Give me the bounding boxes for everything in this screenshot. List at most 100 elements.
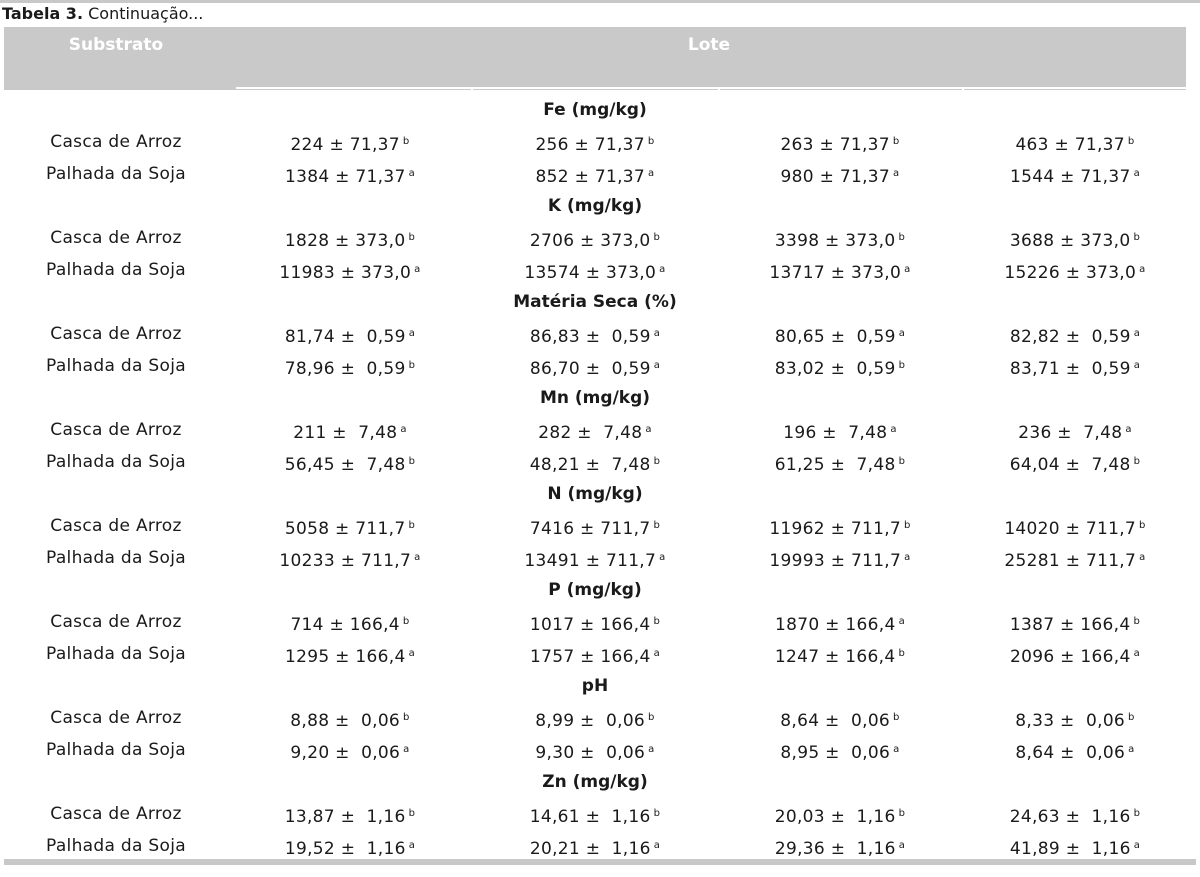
table-row: Palhada da Soja 10233 ± 711,7 a 13491 ± 711… [0, 542, 1200, 574]
significance-letter: a [408, 840, 416, 851]
significance-letter: b [647, 136, 655, 147]
significance-letter: b [402, 136, 410, 147]
header-substrate: Substrato [68, 35, 164, 55]
value-text: 224 ± 71,37 [290, 135, 400, 155]
value-text: 8,64 ± 0,06 [780, 711, 891, 731]
significance-letter: a [1139, 552, 1146, 563]
value-cell: 3398 ± 373,0 b [775, 222, 905, 257]
value-cell: 3688 ± 373,0 b [1010, 222, 1140, 257]
significance-letter: a [414, 552, 421, 563]
value-cell: 15226 ± 373,0 a [1004, 254, 1145, 289]
table-row: Casca de Arroz 1828 ± 373,0 b 2706 ± 373,0 b… [0, 222, 1200, 254]
table-row: Palhada da Soja 78,96 ± 0,59 b 86,70 ± 0,59… [0, 350, 1200, 382]
value-cell: 463 ± 71,37 b [1015, 126, 1134, 161]
significance-letter: b [898, 648, 906, 659]
value-text: 83,02 ± 0,59 [774, 359, 896, 379]
significance-letter: b [893, 712, 900, 723]
value-cell: 11983 ± 373,0 a [279, 254, 420, 289]
value-text: 9,20 ± 0,06 [290, 743, 401, 763]
value-cell: 10233 ± 711,7 a [279, 542, 420, 577]
value-cell: 41,89 ± 1,16 a [1010, 830, 1140, 865]
value-cell: 78,96 ± 0,59 b [285, 350, 416, 385]
table-header: Substrato Lote 1 2 3 4 [4, 27, 1186, 117]
value-text: 1544 ± 71,37 [1009, 167, 1131, 187]
value-text: 61,25 ± 7,48 [774, 455, 896, 475]
value-text: 1295 ± 166,4 [284, 647, 406, 667]
significance-letter: b [653, 456, 661, 467]
table-row: Palhada da Soja 1384 ± 71,37 a 852 ± 71,37 a… [0, 158, 1200, 190]
table-row: Casca de Arroz 5058 ± 711,7 b 7416 ± 711,7 b… [0, 510, 1200, 542]
value-text: 9,30 ± 0,06 [535, 743, 646, 763]
table-row: Palhada da Soja 11983 ± 373,0 a 13574 ± 373… [0, 254, 1200, 286]
value-text: 1017 ± 166,4 [529, 615, 651, 635]
significance-letter: b [1133, 808, 1141, 819]
value-cell: 20,03 ± 1,16 b [775, 798, 906, 833]
value-cell: 13491 ± 711,7 a [524, 542, 665, 577]
significance-letter: b [898, 360, 906, 371]
value-text: 86,83 ± 0,59 [529, 327, 651, 347]
substrate-cell: Casca de Arroz [50, 804, 182, 824]
significance-letter: b [1133, 456, 1141, 467]
significance-letter: b [408, 808, 416, 819]
value-cell: 224 ± 71,37 b [290, 126, 409, 161]
value-cell: 852 ± 71,37 a [536, 158, 655, 193]
value-cell: 64,04 ± 7,48 b [1010, 446, 1141, 481]
value-text: 29,36 ± 1,16 [774, 839, 896, 859]
table-caption: Tabela 3. Continuação... [2, 4, 203, 24]
significance-letter: a [1133, 648, 1141, 659]
value-text: 5058 ± 711,7 [284, 519, 406, 539]
value-cell: 11962 ± 711,7 b [769, 510, 910, 545]
value-cell: 714 ± 166,4 b [290, 606, 409, 641]
value-text: 81,74 ± 0,59 [284, 327, 406, 347]
value-text: 8,88 ± 0,06 [290, 711, 401, 731]
substrate-cell: Casca de Arroz [50, 708, 182, 728]
value-cell: 25281 ± 711,7 a [1004, 542, 1145, 577]
header-lot-4: 4 [1068, 93, 1080, 113]
table-row: Palhada da Soja 9,20 ± 0,06 a 9,30 ± 0,06 a 8… [0, 734, 1200, 766]
value-text: 83,71 ± 0,59 [1009, 359, 1131, 379]
value-cell: 236 ± 7,48 a [1018, 414, 1132, 449]
significance-letter: b [403, 712, 410, 723]
value-cell: 48,21 ± 7,48 b [530, 446, 661, 481]
value-text: 196 ± 7,48 [783, 423, 888, 443]
significance-letter: a [1125, 424, 1132, 435]
value-text: 263 ± 71,37 [780, 135, 890, 155]
value-text: 48,21 ± 7,48 [529, 455, 651, 475]
significance-letter: b [408, 520, 416, 531]
substrate-cell: Casca de Arroz [50, 324, 182, 344]
value-text: 463 ± 71,37 [1015, 135, 1125, 155]
value-cell: 2706 ± 373,0 b [530, 222, 660, 257]
value-cell: 13717 ± 373,0 a [769, 254, 910, 289]
header-lot-2: 2 [589, 93, 601, 113]
table-row: Palhada da Soja 1295 ± 166,4 a 1757 ± 166,4… [0, 638, 1200, 670]
significance-letter: b [653, 808, 661, 819]
value-text: 211 ± 7,48 [293, 423, 398, 443]
value-text: 1387 ± 166,4 [1009, 615, 1131, 635]
section-title: pH [581, 676, 609, 696]
significance-letter: a [1139, 264, 1146, 275]
significance-letter: a [653, 360, 661, 371]
table-row: Palhada da Soja 56,45 ± 7,48 b 48,21 ± 7,48… [0, 446, 1200, 478]
value-text: 1384 ± 71,37 [284, 167, 406, 187]
value-cell: 1870 ± 166,4 a [775, 606, 905, 641]
value-text: 714 ± 166,4 [290, 615, 400, 635]
value-cell: 83,71 ± 0,59 a [1010, 350, 1140, 385]
table-row: Casca de Arroz 81,74 ± 0,59 a 86,83 ± 0,59 a… [0, 318, 1200, 350]
significance-letter: b [408, 360, 416, 371]
value-cell: 13574 ± 373,0 a [524, 254, 665, 289]
value-cell: 980 ± 71,37 a [781, 158, 900, 193]
value-cell: 263 ± 71,37 b [780, 126, 899, 161]
value-cell: 9,20 ± 0,06 a [290, 734, 409, 769]
substrate-cell: Casca de Arroz [50, 228, 182, 248]
value-text: 41,89 ± 1,16 [1009, 839, 1131, 859]
section-title: Zn (mg/kg) [542, 772, 648, 792]
significance-letter: b [898, 232, 906, 243]
value-cell: 1544 ± 71,37 a [1010, 158, 1140, 193]
value-text: 20,21 ± 1,16 [529, 839, 651, 859]
value-cell: 1387 ± 166,4 b [1010, 606, 1140, 641]
substrate-cell: Palhada da Soja [46, 740, 186, 760]
significance-letter: b [1127, 136, 1135, 147]
header-lote: Lote [687, 35, 731, 55]
value-cell: 8,64 ± 0,06 a [1015, 734, 1134, 769]
significance-letter: a [890, 424, 897, 435]
